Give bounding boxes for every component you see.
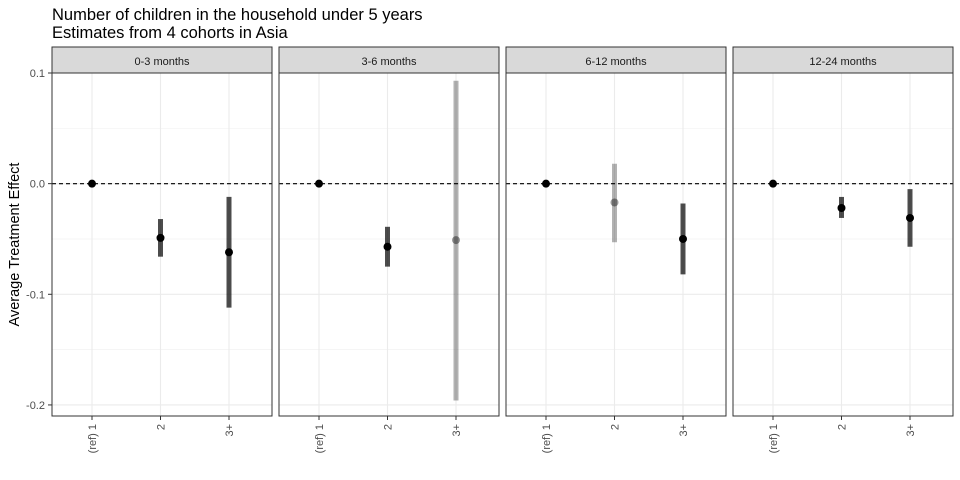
y-tick-label: 0.1: [30, 68, 45, 80]
facet-strip: [51, 46, 273, 74]
point-estimate: [156, 233, 165, 242]
point-estimate: [837, 203, 846, 212]
x-tick-label: (ref) 1: [314, 424, 326, 453]
x-tick-label: 2: [610, 424, 622, 430]
point-estimate: [610, 198, 619, 207]
x-tick-label: 2: [156, 424, 168, 430]
x-tick-label: 3+: [905, 424, 917, 437]
y-axis-title: Average Treatment Effect: [7, 163, 23, 327]
x-tick-label: 2: [837, 424, 849, 430]
y-tick-label: -0.1: [26, 289, 45, 301]
facet-strip-label: 6-12 months: [585, 56, 647, 68]
point-estimate: [679, 234, 687, 243]
y-tick-label: -0.2: [26, 400, 45, 412]
point-estimate: [452, 236, 460, 245]
x-tick-label: 2: [383, 424, 395, 430]
y-tick-label: 0.0: [30, 179, 45, 191]
facet-strip-label: 12-24 months: [809, 56, 877, 68]
chart-subtitle: Estimates from 4 cohorts in Asia: [52, 24, 288, 42]
facet-strip: [505, 46, 727, 74]
panel-border: [278, 72, 500, 417]
facet-strip: [278, 46, 500, 74]
panel-background: [506, 73, 726, 416]
x-tick-label: (ref) 1: [87, 424, 99, 453]
panel-background: [733, 73, 953, 416]
point-estimate: [906, 213, 914, 222]
point-estimate: [542, 179, 550, 188]
facet-strip: [732, 46, 954, 74]
panel-border: [51, 72, 273, 417]
point-estimate: [769, 179, 777, 188]
facet-strip-label: 3-6 months: [361, 56, 417, 68]
x-tick-label: (ref) 1: [768, 424, 780, 453]
panel-border: [505, 72, 727, 417]
point-estimate: [383, 242, 392, 251]
point-estimate: [315, 179, 323, 188]
x-tick-label: 3+: [678, 424, 690, 437]
facet-strip-label: 0-3 months: [134, 56, 190, 68]
x-tick-label: 3+: [451, 424, 463, 437]
x-tick-label: 3+: [224, 424, 236, 437]
point-estimate: [225, 248, 233, 257]
panel-border: [732, 72, 954, 417]
chart-title: Number of children in the household unde…: [52, 6, 423, 24]
point-estimate: [88, 179, 96, 188]
x-tick-label: (ref) 1: [541, 424, 553, 453]
